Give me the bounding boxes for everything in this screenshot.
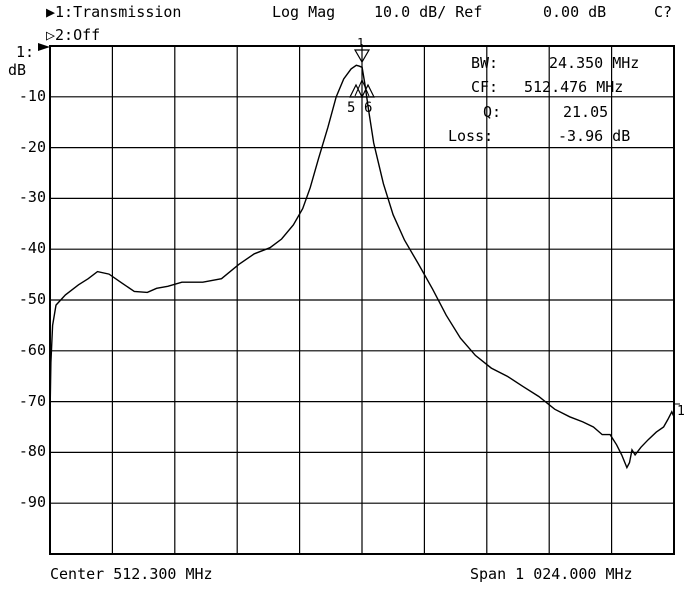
- y-tick-label: -70: [18, 391, 46, 410]
- cal-status: C?: [654, 3, 673, 21]
- y-tick-label: -20: [18, 137, 46, 156]
- y-tick-label: -30: [18, 188, 46, 207]
- span-frequency: Span 1 024.000 MHz: [470, 565, 633, 583]
- bw-value: 24.350 MHz: [549, 54, 640, 72]
- channel1-label[interactable]: ▶1:Transmission: [46, 3, 182, 21]
- y-tick-label: -80: [18, 442, 46, 461]
- marker-end-label: 1: [677, 404, 685, 419]
- marker-left-label: 5: [347, 100, 356, 116]
- y-tick-label: -90: [18, 493, 46, 512]
- scale-label: 10.0 dB/ Ref: [374, 3, 483, 21]
- cf-label: CF:: [471, 78, 499, 96]
- grid: [50, 46, 674, 554]
- y-tick-label: -40: [18, 239, 46, 258]
- y-unit: dB: [8, 61, 27, 79]
- q-value: 21.05: [563, 103, 609, 121]
- y-tick-label: -60: [18, 340, 46, 359]
- bw-label: BW:: [471, 54, 499, 72]
- y-tick-label: -10: [18, 86, 46, 105]
- marker-5-triangle: [349, 83, 363, 98]
- marker-cf-triangle: [354, 78, 370, 97]
- center-frequency: Center 512.300 MHz: [50, 565, 213, 583]
- loss-value: -3.96 dB: [558, 127, 631, 145]
- ref-value: 0.00 dB: [543, 3, 607, 21]
- channel2-label[interactable]: ▷2:Off: [46, 26, 101, 44]
- ref-level-arrow: [38, 43, 50, 51]
- marker-right-label: 6: [364, 100, 373, 116]
- marker-top-label: 1: [357, 36, 365, 50]
- q-label: Q:: [483, 103, 502, 121]
- y-tick-label: -50: [18, 290, 46, 308]
- format-label: Log Mag: [272, 3, 336, 21]
- ref-marker: 1:: [16, 43, 35, 61]
- marker-6-triangle: [361, 83, 375, 98]
- loss-label: Loss:: [448, 127, 494, 145]
- cf-value: 512.476 MHz: [524, 78, 624, 96]
